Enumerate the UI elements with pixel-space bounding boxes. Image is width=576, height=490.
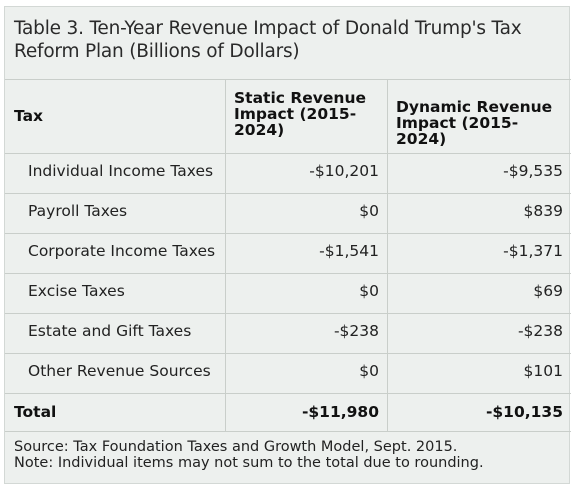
static-value: -$1,541 <box>319 242 379 260</box>
row-label: Estate and Gift Taxes <box>28 322 192 340</box>
total-dynamic-value: -$10,135 <box>485 403 563 421</box>
dynamic-value: $839 <box>523 202 563 220</box>
column-divider <box>225 79 226 431</box>
divider <box>5 393 571 394</box>
header-static-revenue: Static Revenue Impact (2015-2024) <box>234 89 366 139</box>
row-label: Corporate Income Taxes <box>28 242 216 260</box>
dynamic-value: -$9,535 <box>503 162 563 180</box>
header-dynamic-revenue: Dynamic Revenue Impact (2015-2024) <box>396 98 553 148</box>
static-value: $0 <box>359 282 379 300</box>
divider <box>5 79 571 80</box>
static-value: $0 <box>359 202 379 220</box>
dynamic-value: $69 <box>533 282 563 300</box>
dynamic-value: $101 <box>523 362 563 380</box>
divider <box>5 431 571 432</box>
dynamic-value: -$1,371 <box>503 242 563 260</box>
table-title: Table 3. Ten-Year Revenue Impact of Dona… <box>14 18 522 62</box>
static-value: -$238 <box>333 322 379 340</box>
row-label: Excise Taxes <box>28 282 125 300</box>
divider <box>5 233 571 234</box>
row-label: Other Revenue Sources <box>28 362 211 380</box>
divider <box>5 273 571 274</box>
total-static-value: -$11,980 <box>301 403 379 421</box>
total-label: Total <box>14 403 57 421</box>
row-label: Individual Income Taxes <box>28 162 214 180</box>
static-value: $0 <box>359 362 379 380</box>
divider <box>5 193 571 194</box>
table-container: Table 3. Ten-Year Revenue Impact of Dona… <box>4 6 571 484</box>
header-tax: Tax <box>14 107 44 125</box>
row-label: Payroll Taxes <box>28 202 128 220</box>
dynamic-value: -$238 <box>517 322 563 340</box>
rounding-note: Note: Individual items may not sum to th… <box>14 455 484 471</box>
column-divider <box>387 79 388 431</box>
source-note: Source: Tax Foundation Taxes and Growth … <box>14 439 458 455</box>
divider <box>5 353 571 354</box>
divider <box>5 153 571 154</box>
table-footnote: Source: Tax Foundation Taxes and Growth … <box>14 439 484 471</box>
divider <box>5 313 571 314</box>
static-value: -$10,201 <box>309 162 379 180</box>
